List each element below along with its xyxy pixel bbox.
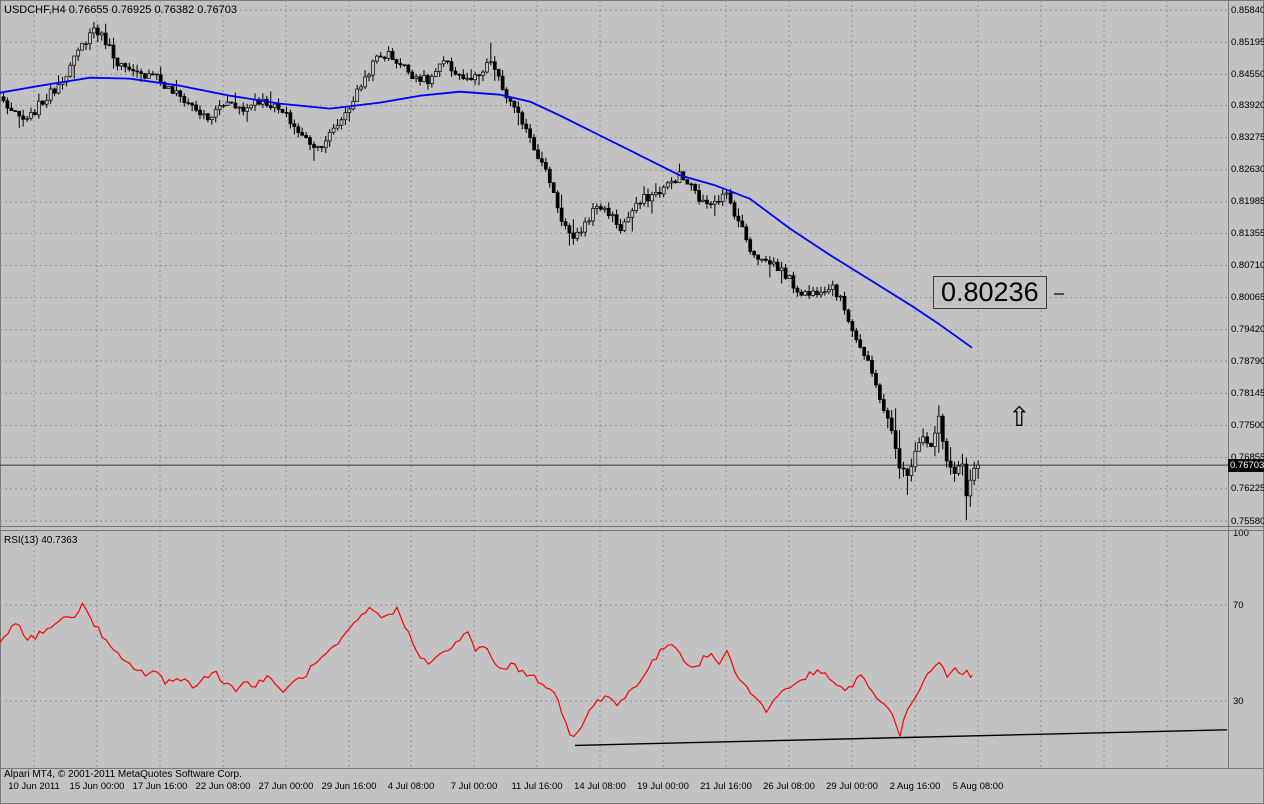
time-axis-label: 15 Jun 00:00: [69, 781, 125, 792]
price-axis-label: 0.85840: [1231, 4, 1264, 16]
time-axis-label: 19 Jul 00:00: [637, 781, 689, 792]
price-annotation-label[interactable]: 0.80236: [933, 276, 1047, 309]
time-axis-label: 29 Jun 16:00: [321, 781, 377, 792]
time-axis-label: 27 Jun 00:00: [258, 781, 314, 792]
price-axis-label: 0.82630: [1231, 164, 1264, 176]
time-axis-label: 5 Aug 08:00: [952, 781, 1004, 792]
copyright-label: Alpari MT4, © 2001-2011 MetaQuotes Softw…: [4, 769, 242, 780]
price-axis-label: 0.78790: [1231, 355, 1264, 367]
symbol-ohlc-label: USDCHF,H4 0.76655 0.76925 0.76382 0.7670…: [4, 4, 238, 16]
price-axis-label: 0.84550: [1231, 68, 1264, 80]
price-axis-label: 0.75580: [1231, 515, 1264, 527]
time-axis-label: 29 Jul 00:00: [826, 781, 878, 792]
time-axis-label: 26 Jul 08:00: [763, 781, 815, 792]
time-axis-label: 4 Jul 08:00: [387, 781, 435, 792]
rsi-axis-label: 70: [1233, 599, 1244, 611]
time-axis-label: 17 Jun 16:00: [132, 781, 188, 792]
panel-resize-divider[interactable]: [0, 526, 1264, 531]
price-axis-label: 0.81985: [1231, 196, 1264, 208]
price-axis-label: 0.83275: [1231, 132, 1264, 144]
time-axis-label: 10 Jun 2011: [8, 781, 60, 792]
time-axis-label: 2 Aug 16:00: [889, 781, 941, 792]
rsi-axis-label: 100: [1233, 527, 1249, 539]
price-axis-label: 0.81355: [1231, 227, 1264, 239]
price-axis-label: 0.79420: [1231, 324, 1264, 336]
price-axis-label: 0.83920: [1231, 100, 1264, 112]
time-axis-label: 11 Jul 16:00: [511, 781, 563, 792]
up-arrow-icon[interactable]: ⇧: [1008, 402, 1031, 432]
current-price-tag: 0.76703: [1228, 458, 1264, 472]
price-axis-label: 0.76855: [1231, 451, 1264, 463]
price-axis-label: 0.80065: [1231, 292, 1264, 304]
time-axis-label: 7 Jul 00:00: [450, 781, 498, 792]
rsi-axis-label: 30: [1233, 695, 1244, 707]
time-axis-label: 21 Jul 16:00: [700, 781, 752, 792]
price-axis-label: 0.77500: [1231, 419, 1264, 431]
rsi-indicator-label: RSI(13) 40.7363: [4, 535, 78, 546]
time-axis-label: 14 Jul 08:00: [574, 781, 626, 792]
price-axis-label: 0.80710: [1231, 260, 1264, 271]
price-axis-label: 0.78145: [1231, 387, 1264, 399]
price-axis-label: 0.76225: [1231, 483, 1264, 495]
price-axis-label: 0.85195: [1231, 36, 1264, 48]
time-axis-label: 22 Jun 08:00: [195, 781, 251, 792]
